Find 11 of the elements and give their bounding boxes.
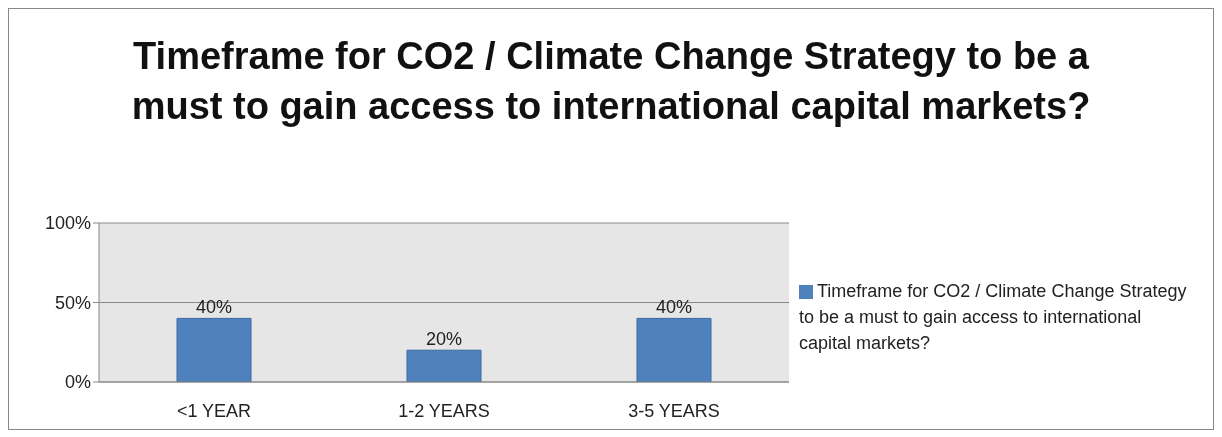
data-label: 40% xyxy=(195,297,233,318)
x-tick-label: <1 YEAR xyxy=(176,400,252,421)
data-label: 20% xyxy=(425,329,463,350)
y-tick-label: 100% xyxy=(44,213,91,234)
y-tick-label: 0% xyxy=(64,372,91,393)
x-tick-label: 3-5 YEARS xyxy=(628,400,720,421)
x-tick-label: 1-2 YEARS xyxy=(398,400,490,421)
chart-title: Timeframe for CO2 / Climate Change Strategy to be a must to gain access to international capital markets? xyxy=(131,34,1091,129)
y-tick-label: 50% xyxy=(54,292,91,313)
legend-label: Timeframe for CO2 / Climate Change Strategy to be a must to gain access to international capital markets? xyxy=(799,280,1187,353)
data-label: 40% xyxy=(655,297,693,318)
